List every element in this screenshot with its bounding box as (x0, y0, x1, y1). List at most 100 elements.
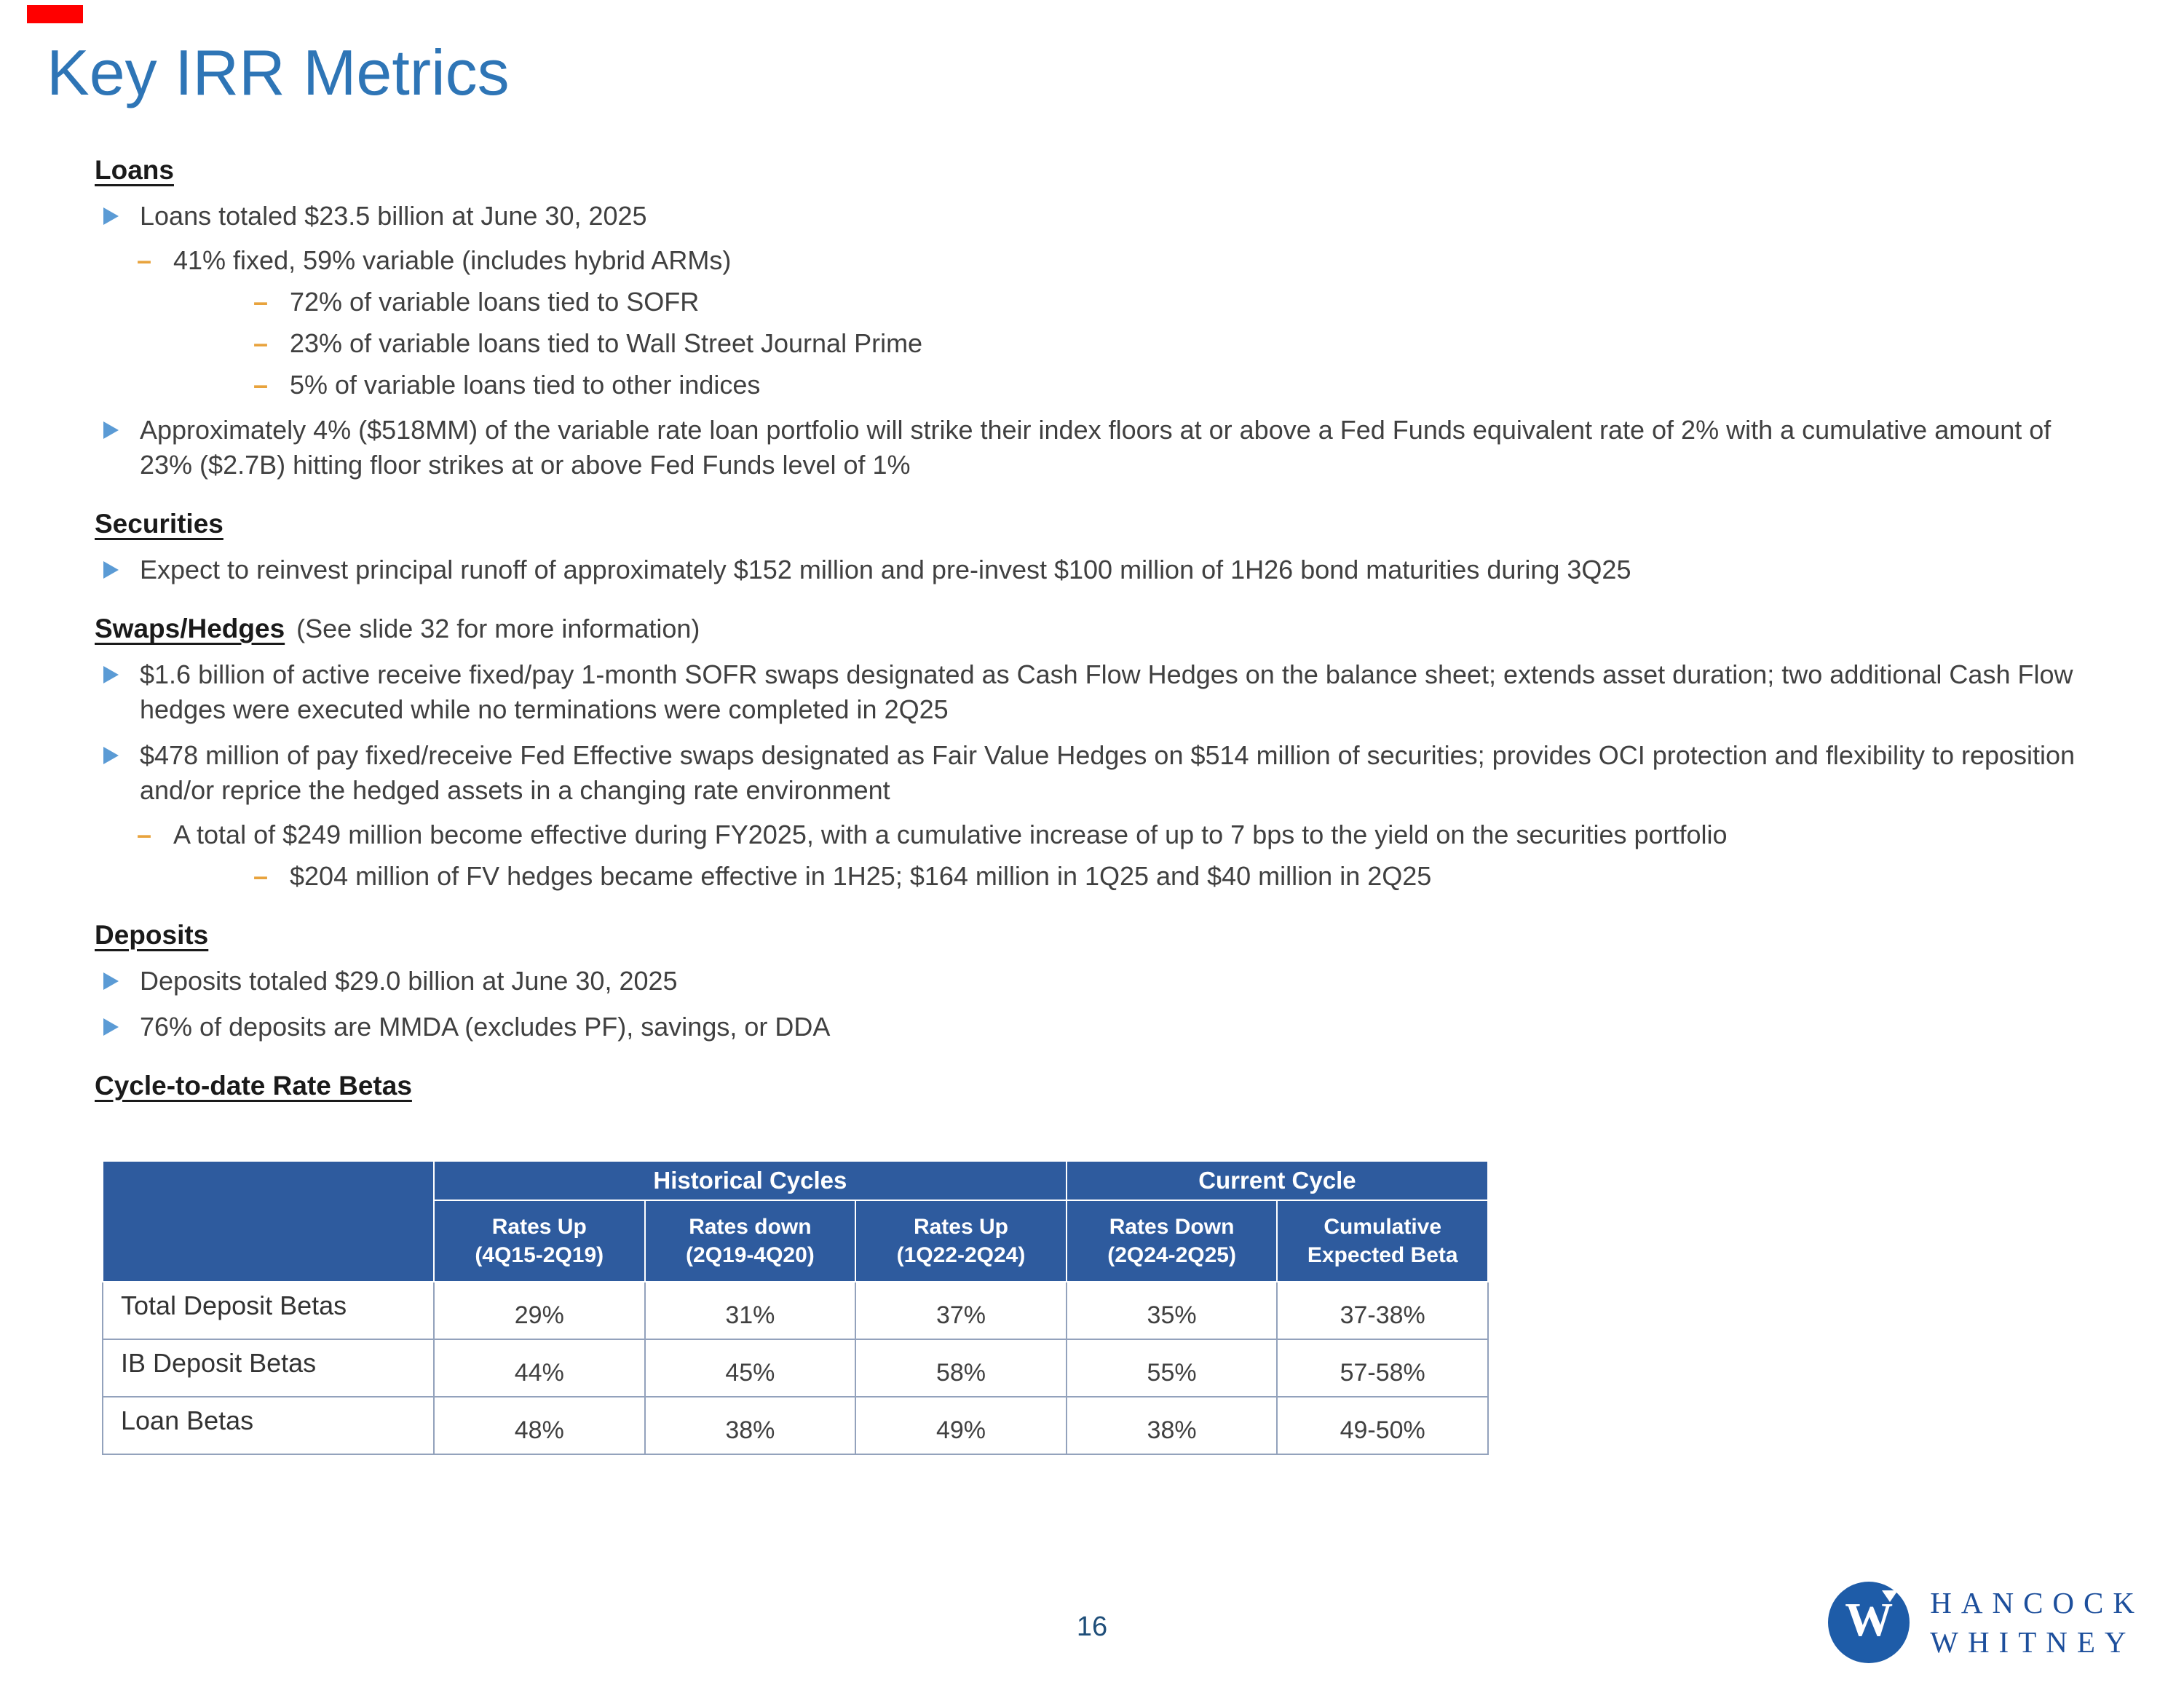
bullet-arrow-icon (103, 666, 119, 684)
row-label: Total Deposit Betas (102, 1280, 435, 1340)
logo-circle-icon: W (1828, 1582, 1910, 1663)
bullet-text: 41% fixed, 59% variable (includes hybrid… (173, 245, 732, 275)
bullet-text: $1.6 billion of active receive fixed/pay… (140, 659, 2073, 725)
sub-sub-bullet-item: 5% of variable loans tied to other indic… (95, 368, 2108, 403)
bullet-item: $478 million of pay fixed/receive Fed Ef… (95, 738, 2108, 808)
sub-bullet-item: A total of $249 million become effective… (95, 817, 2108, 852)
bullet-text: Approximately 4% ($518MM) of the variabl… (140, 415, 2052, 480)
logo-wordmark-line2: WHITNEY (1930, 1625, 2136, 1659)
column-header-line1: Rates Up (913, 1214, 1008, 1239)
bullet-text: 76% of deposits are MMDA (excludes PF), … (140, 1011, 831, 1042)
table-column-header-row: Rates Up (4Q15-2Q19) Rates down (2Q19-4Q… (103, 1199, 1489, 1282)
column-header: Rates Up (4Q15-2Q19) (433, 1199, 646, 1282)
hancock-whitney-logo: W HANCOCK WHITNEY (1828, 1582, 2144, 1663)
bullet-item: Deposits totaled $29.0 billion at June 3… (95, 964, 2108, 999)
column-header-line2: (1Q22-2Q24) (896, 1242, 1026, 1267)
bullet-text: $478 million of pay fixed/receive Fed Ef… (140, 740, 2076, 806)
table-corner-cell (102, 1159, 435, 1282)
table-cell: 31% (644, 1280, 857, 1340)
section-heading-rate-betas: Cycle-to-date Rate Betas (95, 1068, 2108, 1103)
table-cell: 37-38% (1276, 1280, 1489, 1340)
bullet-text: Expect to reinvest principal runoff of a… (140, 555, 1631, 585)
section-heading-securities: Securities (95, 506, 2108, 542)
table-cell: 37% (855, 1280, 1067, 1340)
sub-sub-bullet-item: $204 million of FV hedges became effecti… (95, 859, 2108, 894)
sub-sub-bullet-item: 23% of variable loans tied to Wall Stree… (95, 326, 2108, 361)
logo-wordmark: HANCOCK WHITNEY (1930, 1583, 2144, 1662)
table-row: Loan Betas 48% 38% 49% 38% 49-50% (102, 1395, 1489, 1455)
column-header-line1: Rates Up (491, 1214, 587, 1239)
row-label: IB Deposit Betas (102, 1338, 435, 1397)
bullet-item: $1.6 billion of active receive fixed/pay… (95, 657, 2108, 727)
section-heading-text: Deposits (95, 919, 209, 950)
dash-icon (253, 368, 268, 403)
column-header: Cumulative Expected Beta (1276, 1199, 1489, 1282)
bullet-arrow-icon (103, 1018, 119, 1036)
page-number: 16 (1076, 1611, 1108, 1642)
section-heading-text: Securities (95, 509, 223, 539)
red-accent-bar (27, 5, 83, 23)
bullet-text: 72% of variable loans tied to SOFR (290, 286, 700, 317)
bullet-item: Expect to reinvest principal runoff of a… (95, 552, 2108, 587)
section-heading-swaps-hedges: Swaps/Hedges (See slide 32 for more infor… (95, 611, 2108, 646)
dash-icon (253, 326, 268, 361)
table-cell: 48% (433, 1395, 646, 1455)
section-heading-text: Cycle-to-date Rate Betas (95, 1070, 412, 1101)
table-row: IB Deposit Betas 44% 45% 58% 55% 57-58% (102, 1338, 1489, 1397)
table-cell: 55% (1065, 1338, 1278, 1397)
section-heading-deposits: Deposits (95, 917, 2108, 953)
column-header-line2: (2Q19-4Q20) (686, 1242, 815, 1267)
dash-icon (253, 285, 268, 320)
column-header-line1: Cumulative (1324, 1214, 1442, 1239)
section-heading-text: Swaps/Hedges (95, 614, 285, 644)
table-group-header-row: Historical Cycles Current Cycle (102, 1159, 1489, 1282)
dash-icon (253, 859, 268, 894)
bullet-text: $204 million of FV hedges became effecti… (290, 860, 1432, 891)
section-heading-text: Loans (95, 154, 174, 185)
bullet-text: 5% of variable loans tied to other indic… (290, 369, 761, 400)
bullet-text: Deposits totaled $29.0 billion at June 3… (140, 965, 678, 996)
logo-wordmark-line1: HANCOCK (1930, 1585, 2144, 1619)
slide-content: Loans Loans totaled $23.5 billion at Jun… (95, 152, 2108, 1455)
column-header-line1: Rates Down (1109, 1214, 1235, 1239)
sub-bullet-item: 41% fixed, 59% variable (includes hybrid… (95, 243, 2108, 278)
group-header-current-cycle: Current Cycle (1065, 1159, 1489, 1201)
bullet-item: 76% of deposits are MMDA (excludes PF), … (95, 1010, 2108, 1044)
bullet-item: Approximately 4% ($518MM) of the variabl… (95, 413, 2108, 483)
bullet-text: Loans totaled $23.5 billion at June 30, … (140, 201, 647, 231)
section-heading-note: (See slide 32 for more information) (296, 614, 700, 644)
logo-notch-icon (1882, 1590, 1899, 1602)
bullet-arrow-icon (103, 747, 119, 765)
dash-icon (137, 817, 151, 852)
bullet-arrow-icon (103, 421, 119, 440)
table-cell: 45% (644, 1338, 857, 1397)
bullet-arrow-icon (103, 972, 119, 990)
bullet-text: 23% of variable loans tied to Wall Stree… (290, 328, 923, 358)
table-cell: 29% (433, 1280, 646, 1340)
column-header-line2: (2Q24-2Q25) (1107, 1242, 1236, 1267)
logo-monogram: W (1845, 1593, 1894, 1646)
table-cell: 58% (855, 1338, 1067, 1397)
table-cell: 38% (644, 1395, 857, 1455)
column-header-line2: (4Q15-2Q19) (475, 1242, 604, 1267)
group-header-historical-cycles: Historical Cycles (433, 1159, 1067, 1201)
column-header-line2: Expected Beta (1307, 1242, 1458, 1267)
column-header: Rates down (2Q19-4Q20) (644, 1199, 857, 1282)
section-heading-loans: Loans (95, 152, 2108, 188)
bullet-text: A total of $249 million become effective… (173, 819, 1728, 849)
bullet-arrow-icon (103, 207, 119, 225)
bullet-item: Loans totaled $23.5 billion at June 30, … (95, 199, 2108, 234)
table-cell: 49% (855, 1395, 1067, 1455)
dash-icon (137, 243, 151, 278)
table-cell: 49-50% (1276, 1395, 1489, 1455)
table-row: Total Deposit Betas 29% 31% 37% 35% 37-3… (102, 1280, 1489, 1340)
row-label: Loan Betas (102, 1395, 435, 1455)
sub-sub-bullet-item: 72% of variable loans tied to SOFR (95, 285, 2108, 320)
page-title: Key IRR Metrics (47, 36, 510, 108)
table-cell: 44% (433, 1338, 646, 1397)
column-header: Rates Up (1Q22-2Q24) (855, 1199, 1067, 1282)
rate-betas-table: Historical Cycles Current Cycle Rates Up… (102, 1159, 1489, 1455)
bullet-arrow-icon (103, 561, 119, 579)
table-cell: 38% (1065, 1395, 1278, 1455)
